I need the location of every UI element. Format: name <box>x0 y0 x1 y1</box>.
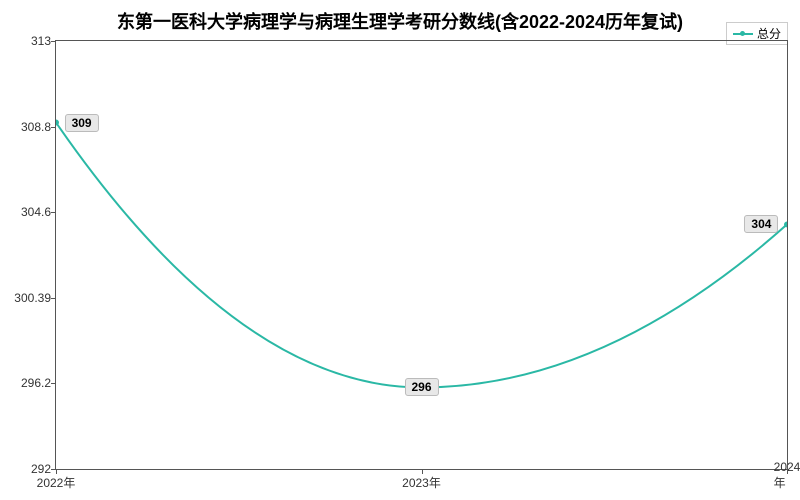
x-axis-tick-mark <box>422 469 423 474</box>
y-axis-tick-mark <box>51 383 56 384</box>
legend-dot <box>740 31 745 36</box>
x-axis-tick-label: 2024年 <box>774 460 800 491</box>
x-axis-tick-mark <box>787 469 788 474</box>
y-axis-tick-label: 308.8 <box>6 120 51 134</box>
data-label: 309 <box>65 114 99 132</box>
chart-svg <box>56 41 787 469</box>
y-axis-tick-label: 304.6 <box>6 205 51 219</box>
data-label: 304 <box>744 215 778 233</box>
y-axis-tick-mark <box>51 298 56 299</box>
y-axis-tick-mark <box>51 41 56 42</box>
x-axis-tick-label: 2022年 <box>37 474 76 491</box>
y-axis-tick-mark <box>51 127 56 128</box>
plot-area: 292296.2300.39304.6308.83132022年2023年202… <box>55 40 788 470</box>
data-label: 296 <box>404 378 438 396</box>
y-axis-tick-label: 296.2 <box>6 376 51 390</box>
x-axis-tick-label: 2023年 <box>402 474 441 491</box>
y-axis-tick-label: 313 <box>6 34 51 48</box>
legend-line <box>733 33 753 35</box>
x-axis-tick-mark <box>56 469 57 474</box>
chart-container: 东第一医科大学病理学与病理生理学考研分数线(含2022-2024历年复试) 总分… <box>0 0 800 500</box>
y-axis-tick-mark <box>51 212 56 213</box>
series-line <box>56 123 787 388</box>
y-axis-tick-label: 300.39 <box>6 291 51 305</box>
chart-title: 东第一医科大学病理学与病理生理学考研分数线(含2022-2024历年复试) <box>0 8 800 34</box>
